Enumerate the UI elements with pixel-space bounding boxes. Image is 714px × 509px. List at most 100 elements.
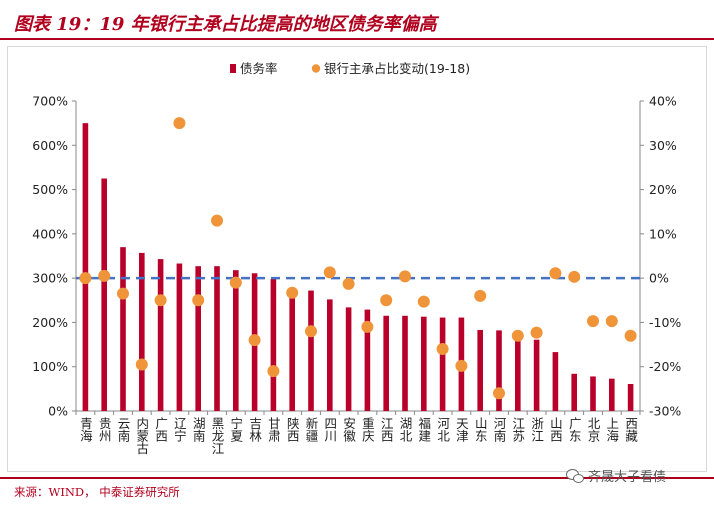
bar-debt-ratio [552, 352, 559, 411]
x-tick-label: 河南 [492, 417, 507, 442]
y-left-tick-label: 700% [32, 94, 68, 109]
x-tick-label: 湖北 [398, 416, 413, 443]
y-left-tick-label: 100% [32, 359, 68, 374]
x-tick-label: 西藏 [623, 417, 638, 443]
y-left-tick-label: 600% [32, 138, 68, 153]
point-bank-share-change [549, 267, 562, 280]
y-right-tick-label: 20% [649, 182, 677, 197]
point-bank-share-change [229, 276, 242, 289]
bar-debt-ratio [533, 339, 540, 411]
bar-debt-ratio [195, 266, 201, 411]
point-bank-share-change [267, 365, 280, 378]
legend-swatch-debt-ratio [230, 64, 236, 73]
point-bank-share-change [192, 294, 205, 307]
point-bank-share-change [568, 270, 581, 283]
x-tick-label: 浙江 [529, 416, 544, 442]
bar-debt-ratio [364, 309, 371, 411]
legend-swatch-bank-share [311, 64, 321, 73]
point-bank-share-change [417, 295, 430, 308]
x-tick-label: 河北 [435, 417, 450, 443]
point-bank-share-change [587, 315, 599, 328]
y-right-tick-label: 0% [649, 271, 669, 286]
point-bank-share-change [248, 334, 261, 347]
x-tick-label: 广东 [567, 417, 582, 442]
bar-debt-ratio [383, 315, 389, 411]
bar-debt-ratio [233, 270, 239, 411]
bar-debt-ratio [214, 266, 220, 411]
x-tick-label: 天津 [454, 417, 469, 442]
x-tick-label: 北京 [586, 417, 601, 443]
bar-debt-ratio [627, 383, 634, 411]
bar-debt-ratio [571, 373, 577, 411]
y-right-tick-label: -20% [649, 359, 681, 374]
watermark-text: 齐晟大子看债 [588, 470, 667, 485]
x-tick-label: 福建 [416, 416, 431, 443]
point-bank-share-change [286, 286, 299, 299]
footer-divider [0, 477, 714, 479]
x-tick-label: 黑龙江 [210, 417, 225, 455]
x-tick-label: 宁夏 [228, 416, 243, 442]
point-bank-share-change [493, 387, 505, 400]
y-left-tick-label: 400% [32, 226, 68, 241]
bar-debt-ratio [439, 317, 446, 411]
point-bank-share-change [342, 277, 355, 290]
x-tick-label: 云南 [116, 417, 131, 442]
legend-label-bank-share: 银行主承占比变动(19-18) [324, 61, 470, 76]
point-bank-share-change [624, 329, 637, 342]
y-right-tick-label: -30% [649, 404, 681, 419]
point-bank-share-change [530, 326, 543, 339]
bar-debt-ratio [345, 307, 352, 411]
x-tick-label: 重庆 [360, 416, 375, 442]
point-bank-share-change [474, 289, 487, 302]
point-bank-share-change [211, 214, 223, 227]
bar-debt-ratio [308, 290, 314, 411]
bar-debt-ratio [477, 329, 483, 411]
point-bank-share-change [117, 287, 129, 300]
bar-debt-ratio [327, 299, 333, 411]
x-tick-label: 安徽 [341, 416, 356, 442]
y-left-tick-label: 300% [32, 271, 68, 286]
x-tick-label: 贵州 [97, 417, 112, 442]
bar-debt-ratio [139, 252, 145, 411]
bar-debt-ratio [496, 330, 502, 411]
bar-debt-ratio [82, 123, 89, 412]
source-note: 来源：WIND， 中泰证券研究所 [14, 485, 180, 499]
y-right-tick-label: 30% [649, 138, 677, 153]
x-tick-label: 山东 [473, 417, 488, 442]
bar-debt-ratio [609, 378, 615, 411]
title-divider [0, 38, 714, 40]
bar-debt-ratio [101, 178, 107, 411]
bar-debt-ratio [270, 279, 277, 411]
y-right-tick-label: -10% [649, 315, 681, 330]
bar-debt-ratio [515, 338, 521, 411]
x-tick-label: 山西 [548, 417, 563, 442]
x-tick-label: 甘肃 [266, 417, 281, 443]
x-tick-label: 吉林 [247, 417, 262, 442]
title-bar: 图表 19：19 年银行主承占比提高的地区债务率偏高 [0, 0, 714, 40]
x-tick-label: 广西 [153, 417, 168, 442]
y-left-tick-label: 500% [32, 182, 68, 197]
y-left-tick-label: 0% [48, 404, 68, 419]
x-tick-label: 内蒙古 [134, 417, 149, 455]
x-tick-label: 陕西 [285, 416, 300, 442]
bar-debt-ratio [120, 247, 126, 411]
bar-debt-ratio [157, 259, 164, 411]
bar-debt-ratio [176, 263, 183, 411]
point-bank-share-change [79, 272, 92, 285]
bar-debt-ratio [590, 376, 596, 411]
point-bank-share-change [455, 359, 468, 372]
x-tick-label: 青海 [78, 417, 93, 442]
bar-debt-ratio [289, 292, 295, 411]
wechat-icon [566, 468, 584, 483]
bar-debt-ratio [402, 315, 408, 411]
point-bank-share-change [605, 315, 618, 328]
x-tick-label: 湖南 [191, 416, 206, 442]
x-tick-label: 上海 [604, 417, 619, 442]
point-bank-share-change [399, 270, 411, 283]
legend-label-debt-ratio: 债务率 [240, 61, 278, 76]
point-bank-share-change [173, 117, 186, 130]
chart-frame: 债务率 银行主承占比变动(19-18) 0% 100% 200% 300% 400% 500%… [7, 46, 707, 472]
point-bank-share-change [511, 329, 524, 342]
point-bank-share-change [98, 269, 111, 282]
y-left-tick-label: 200% [32, 315, 68, 330]
